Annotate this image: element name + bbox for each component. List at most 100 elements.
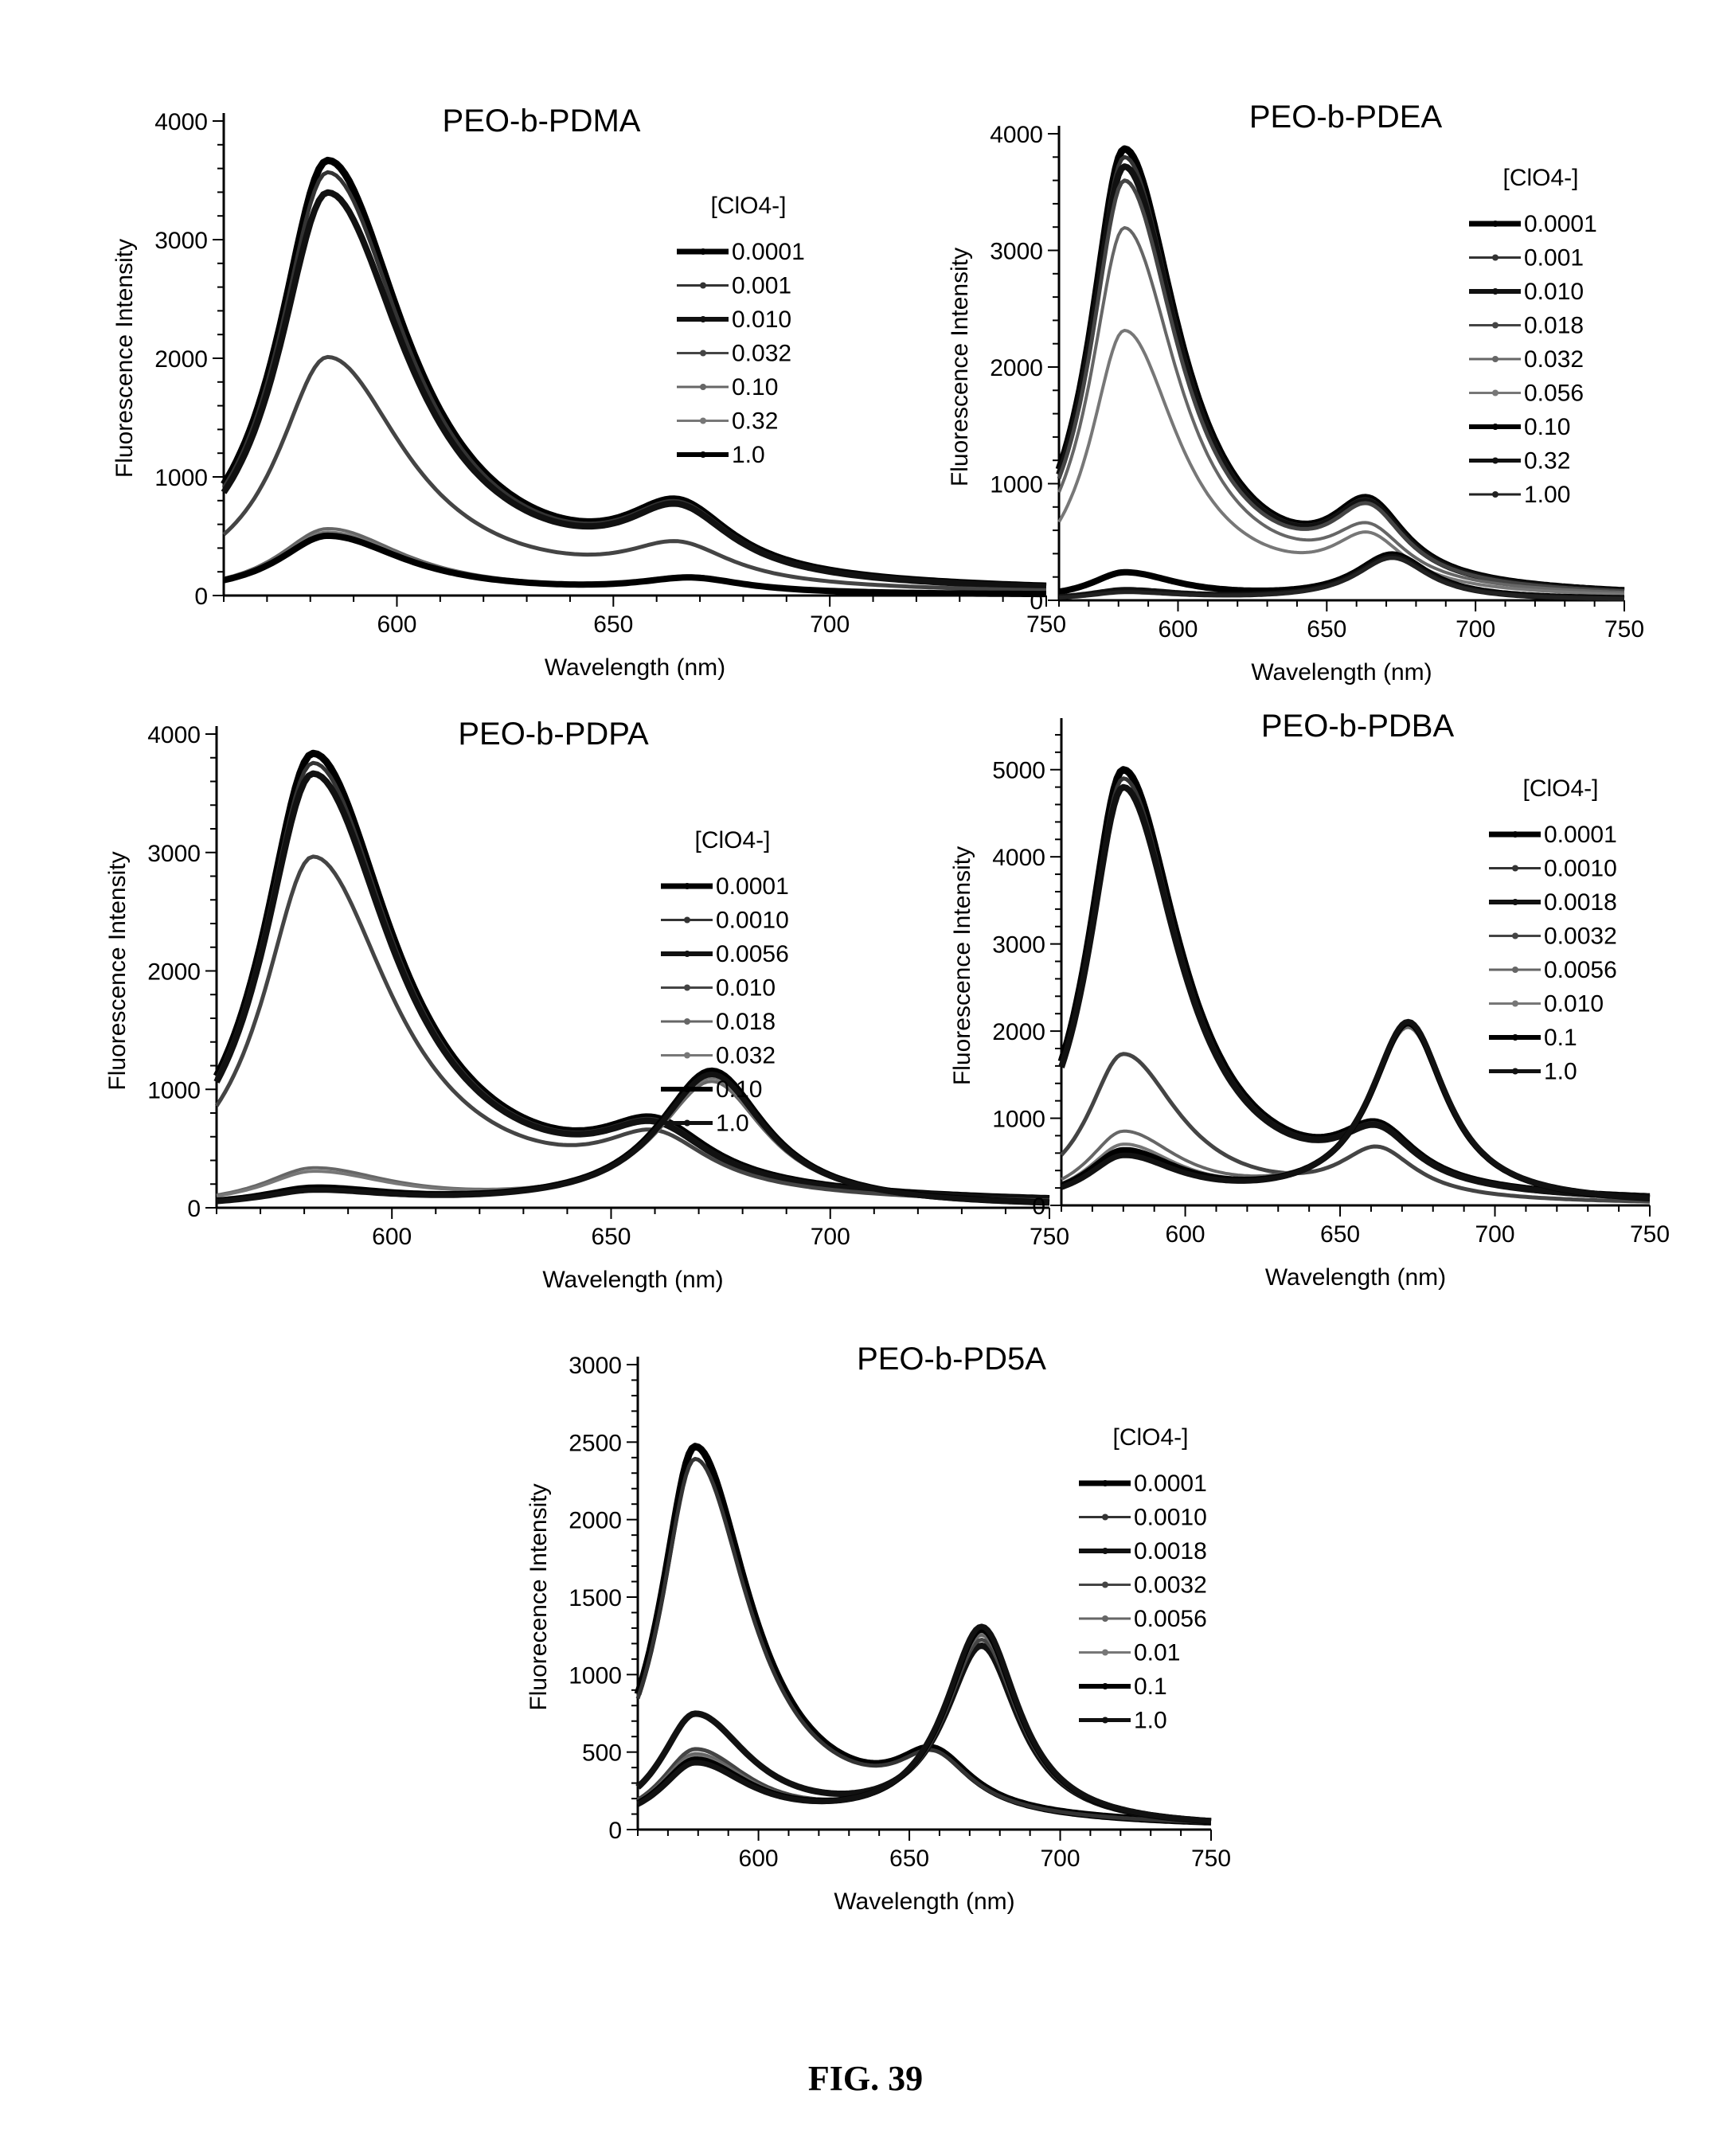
legend-marker <box>700 384 706 390</box>
legend-marker <box>1512 831 1518 838</box>
x-tick-label: 700 <box>1456 616 1495 643</box>
y-tick-label: 1000 <box>147 1077 201 1103</box>
y-tick-label: 1000 <box>990 472 1043 498</box>
chart-panel-4: PEO-b-PDBA 600 650 700 750 0 1000 2000 3000 4000 5… <box>949 709 1670 1291</box>
legend-marker <box>1492 491 1499 498</box>
y-tick-label: 4000 <box>990 122 1043 148</box>
y-tick-label: 2000 <box>147 959 201 986</box>
y-tick-label: 4000 <box>154 109 208 135</box>
legend-marker <box>1102 1649 1108 1656</box>
legend-marker <box>700 316 706 322</box>
y-tick-label: 3000 <box>147 841 201 867</box>
legend-entry: 0.32 <box>1524 448 1570 475</box>
legend-marker <box>700 350 706 357</box>
legend-marker <box>1102 1683 1108 1689</box>
x-axis-title: Wavelength (nm) <box>545 654 725 681</box>
legend-entry: 1.0 <box>716 1111 749 1137</box>
legend-entry: 0.0001 <box>1134 1471 1207 1497</box>
series-line-1.0 <box>1060 1018 1651 1201</box>
legend-entry: 0.0001 <box>1544 822 1617 848</box>
legend-marker <box>1492 356 1499 362</box>
legend-entry: 0.056 <box>1524 381 1584 407</box>
series-line-0.032 <box>216 1076 1050 1205</box>
x-tick-label: 650 <box>593 611 633 638</box>
x-tick-label: 650 <box>1307 616 1346 643</box>
legend-marker <box>1492 221 1499 227</box>
legend-marker <box>1492 254 1499 261</box>
series-line-0.032 <box>222 354 1047 592</box>
legend-entry: 0.1 <box>1134 1674 1167 1700</box>
legend-entry: 0.0056 <box>1544 957 1617 983</box>
series-line-0.0056 <box>1061 1025 1651 1200</box>
legend-entry: 0.01 <box>1134 1640 1180 1666</box>
panel-title: PEO-b-PDEA <box>1249 100 1443 135</box>
x-tick-label: 650 <box>1320 1221 1360 1248</box>
legend-entry: 0.018 <box>716 1009 776 1035</box>
x-tick-label: 750 <box>1030 1224 1069 1250</box>
y-tick-label: 4000 <box>992 845 1045 871</box>
x-tick-label: 600 <box>1166 1221 1205 1248</box>
legend-marker <box>1102 1615 1108 1622</box>
legend-marker <box>1512 1034 1518 1041</box>
legend-marker <box>684 951 690 957</box>
x-tick-label: 750 <box>1026 611 1066 638</box>
series-line-0.10 <box>216 1067 1050 1206</box>
legend-entry: 0.0001 <box>732 239 805 265</box>
y-axis-title: Fluorescence Intensity <box>111 239 138 478</box>
legend-entry: 0.0056 <box>716 941 789 967</box>
y-tick-label: 1500 <box>569 1585 622 1611</box>
legend-title: [ClO4-] <box>710 193 786 219</box>
x-tick-label: 650 <box>591 1224 631 1250</box>
legend-entry: 0.032 <box>732 341 791 367</box>
y-tick-label: 0 <box>608 1818 622 1844</box>
legend-marker <box>1102 1581 1108 1588</box>
legend-marker <box>1102 1717 1108 1724</box>
y-tick-label: 3000 <box>990 239 1043 265</box>
series-line-0.1 <box>636 1626 1212 1825</box>
panel-title: PEO-b-PDMA <box>443 104 641 139</box>
series-line-0.056 <box>1057 329 1625 596</box>
y-tick-label: 2000 <box>990 355 1043 381</box>
y-tick-label: 2000 <box>992 1019 1045 1045</box>
series-line-1.0 <box>216 1071 1050 1206</box>
x-tick-label: 650 <box>889 1845 929 1872</box>
x-tick-label: 750 <box>1191 1845 1231 1872</box>
legend-marker <box>1492 424 1499 430</box>
legend-marker <box>1512 899 1518 905</box>
legend-title: [ClO4-] <box>694 827 770 853</box>
legend-marker <box>1512 865 1518 872</box>
x-tick-label: 600 <box>372 1224 412 1250</box>
legend-marker <box>684 984 690 991</box>
legend-entry: 0.010 <box>732 307 791 333</box>
legend-marker <box>700 248 706 255</box>
y-tick-label: 4000 <box>147 722 201 748</box>
legend-marker <box>700 282 706 289</box>
legend-entry: 0.0001 <box>716 873 789 900</box>
series-line-0.0032 <box>1060 1052 1651 1204</box>
legend-entry: 0.0010 <box>716 908 789 934</box>
legend-entry: 0.10 <box>732 374 778 400</box>
legend-marker <box>684 916 690 924</box>
chart-panel-5: PEO-b-PD5A 600 650 700 750 0 500 1000 1500 2000 25… <box>526 1342 1231 1915</box>
series-line-0.010 <box>221 189 1047 590</box>
legend-entry: 0.032 <box>716 1043 776 1069</box>
x-axis-title: Wavelength (nm) <box>1265 1264 1446 1291</box>
x-tick-label: 750 <box>1630 1221 1670 1248</box>
series-line-1.0 <box>636 1623 1212 1824</box>
legend-entry: 0.010 <box>1544 991 1604 1017</box>
y-tick-label: 1000 <box>569 1662 622 1689</box>
series-line-0.0001 <box>221 156 1047 590</box>
y-axis-title: Fluorescence Intensity <box>104 851 131 1090</box>
legend-entry: 0.1 <box>1544 1025 1577 1051</box>
chart-panel-3: PEO-b-PDPA 600 650 700 750 0 1000 2000 3000 4000 W… <box>104 717 1069 1293</box>
legend-entry: 1.0 <box>1544 1059 1577 1085</box>
legend-marker <box>684 1086 690 1092</box>
legend-entry: 1.0 <box>1134 1708 1167 1734</box>
legend-entry: 0.32 <box>732 408 778 435</box>
legend-entry: 0.0032 <box>1134 1572 1207 1599</box>
legend-marker <box>1102 1480 1108 1486</box>
legend-marker <box>1492 457 1499 464</box>
y-axis-title: Fluorescence Intensity <box>947 248 973 486</box>
